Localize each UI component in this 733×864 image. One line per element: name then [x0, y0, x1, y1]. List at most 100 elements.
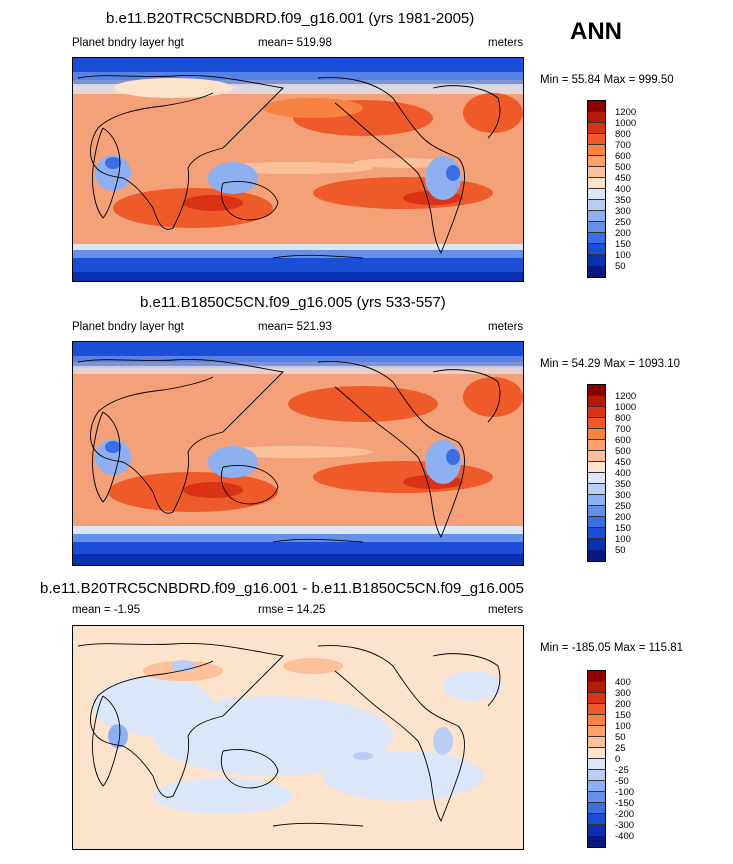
panel1-colorbar-tick: 350: [615, 195, 631, 206]
panel2-colorbar-tick: 400: [615, 468, 631, 479]
panel3-colorbar-swatch: [588, 759, 605, 770]
panel2-colorbar-swatch: [588, 462, 605, 473]
panel3-colorbar-tick: -400: [615, 831, 635, 842]
panel1-colorbar-tick: 1000: [615, 118, 637, 129]
panel1-map: [72, 57, 524, 282]
panel2-colorbar-swatch: [588, 440, 605, 451]
panel1-colorbar-swatch: [588, 123, 605, 134]
panel1-variable-label: Planet bndry layer hgt: [72, 37, 184, 49]
panel2-colorbar-swatch: [588, 528, 605, 539]
panel2-colorbar-tick: 450: [615, 457, 631, 468]
panel1-colorbar-swatch: [588, 266, 605, 277]
panel1-minmax: Min = 55.84 Max = 999.50: [540, 74, 674, 86]
panel3-colorbar-swatch: [588, 792, 605, 803]
panel1-colorbar-tick: 800: [615, 129, 631, 140]
panel1-colorbar: [587, 100, 606, 278]
panel1-colorbar-swatch: [588, 200, 605, 211]
panel3-colorbar-swatch: [588, 726, 605, 737]
panel1-colorbar-tick: 600: [615, 151, 631, 162]
panel2-colorbar-tick: 1200: [615, 391, 637, 402]
panel3-colorbar-swatch: [588, 814, 605, 825]
panel3-map: [72, 625, 524, 850]
panel3-colorbar-tick: -300: [615, 820, 635, 831]
panel1-colorbar-swatch: [588, 134, 605, 145]
panel2-units-label: meters: [488, 321, 524, 333]
panel2-colorbar-swatch: [588, 550, 605, 561]
panel2-colorbar-swatch: [588, 473, 605, 484]
panel1-units-label: meters: [488, 37, 524, 49]
panel3-mean-label: mean = -1.95: [72, 604, 141, 616]
panel1-colorbar-tick: 200: [615, 228, 631, 239]
panel3-units-label: meters: [488, 604, 524, 616]
panel2-colorbar-swatch: [588, 429, 605, 440]
panel3-colorbar-tick: -150: [615, 798, 635, 809]
panel3-colorbar-tick: -50: [615, 776, 629, 787]
panel3-colorbar-tick: 400: [615, 677, 631, 688]
panel1-colorbar-tick: 50: [615, 261, 626, 272]
panel2-colorbar-tick: 300: [615, 490, 631, 501]
panel2-mean-label: mean= 521.93: [258, 321, 332, 333]
panel2-colorbar-swatch: [588, 495, 605, 506]
panel2-variable-label: Planet bndry layer hgt: [72, 321, 184, 333]
panel3-colorbar-tick: 50: [615, 732, 626, 743]
panel2-colorbar-tick: 600: [615, 435, 631, 446]
panel2-colorbar-tick: 700: [615, 424, 631, 435]
panel3-colorbar-swatch: [588, 693, 605, 704]
panel1-colorbar-tick: 450: [615, 173, 631, 184]
panel3-colorbar-swatch: [588, 825, 605, 836]
panel3-colorbar-tick: 0: [615, 754, 621, 765]
panel1-colorbar-tick: 500: [615, 162, 631, 173]
panel1-colorbar-tick: 150: [615, 239, 631, 250]
panel3-colorbar-swatch: [588, 781, 605, 792]
panel2-colorbar: [587, 384, 606, 562]
panel3-colorbar-swatch: [588, 671, 605, 682]
panel1-title: b.e11.B20TRC5CNBDRD.f09_g16.001 (yrs 198…: [106, 10, 475, 27]
panel2-colorbar-tick: 500: [615, 446, 631, 457]
panel3-minmax: Min = -185.05 Max = 115.81: [540, 642, 683, 654]
panel2-title: b.e11.B1850C5CN.f09_g16.005 (yrs 533-557…: [140, 294, 446, 311]
panel1-colorbar-swatch: [588, 167, 605, 178]
panel2-colorbar-tick: 50: [615, 545, 626, 556]
panel1-colorbar-tick: 250: [615, 217, 631, 228]
panel2-colorbar-swatch: [588, 418, 605, 429]
panel3-colorbar-tick: -25: [615, 765, 629, 776]
panel2-colorbar-tick: 250: [615, 501, 631, 512]
panel2-colorbar-tick: 150: [615, 523, 631, 534]
panel3-colorbar-tick: 25: [615, 743, 626, 754]
panel3-title: b.e11.B20TRC5CNBDRD.f09_g16.001 - b.e11.…: [40, 580, 524, 597]
panel3-colorbar-tick: 300: [615, 688, 631, 699]
panel3-colorbar-swatch: [588, 836, 605, 847]
panel2-minmax: Min = 54.29 Max = 1093.10: [540, 358, 681, 370]
panel1-colorbar-swatch: [588, 233, 605, 244]
panel3-colorbar-swatch: [588, 704, 605, 715]
panel1-colorbar-tick: 1200: [615, 107, 637, 118]
panel3-colorbar-tick: -200: [615, 809, 635, 820]
panel3-colorbar-swatch: [588, 748, 605, 759]
panel1-colorbar-swatch: [588, 189, 605, 200]
panel2-colorbar-tick: 1000: [615, 402, 637, 413]
panel2-colorbar-swatch: [588, 451, 605, 462]
panel3-colorbar-swatch: [588, 803, 605, 814]
panel1-colorbar-swatch: [588, 101, 605, 112]
panel3-colorbar-tick: 100: [615, 721, 631, 732]
panel3-colorbar-swatch: [588, 715, 605, 726]
panel1-colorbar-swatch: [588, 112, 605, 123]
panel1-colorbar-swatch: [588, 156, 605, 167]
panel1-colorbar-swatch: [588, 255, 605, 266]
panel1-colorbar-swatch: [588, 178, 605, 189]
panel1-colorbar-swatch: [588, 211, 605, 222]
panel2-colorbar-tick: 800: [615, 413, 631, 424]
panel1-colorbar-swatch: [588, 222, 605, 233]
panel1-mean-label: mean= 519.98: [258, 37, 332, 49]
panel3-colorbar: [587, 670, 606, 848]
panel3-colorbar-swatch: [588, 682, 605, 693]
panel3-colorbar-tick: 150: [615, 710, 631, 721]
panel3-colorbar-tick: 200: [615, 699, 631, 710]
panel2-colorbar-swatch: [588, 396, 605, 407]
panel1-colorbar-tick: 700: [615, 140, 631, 151]
panel1-colorbar-tick: 400: [615, 184, 631, 195]
panel2-colorbar-tick: 350: [615, 479, 631, 490]
panel2-colorbar-tick: 100: [615, 534, 631, 545]
panel2-colorbar-swatch: [588, 484, 605, 495]
panel1-colorbar-swatch: [588, 244, 605, 255]
